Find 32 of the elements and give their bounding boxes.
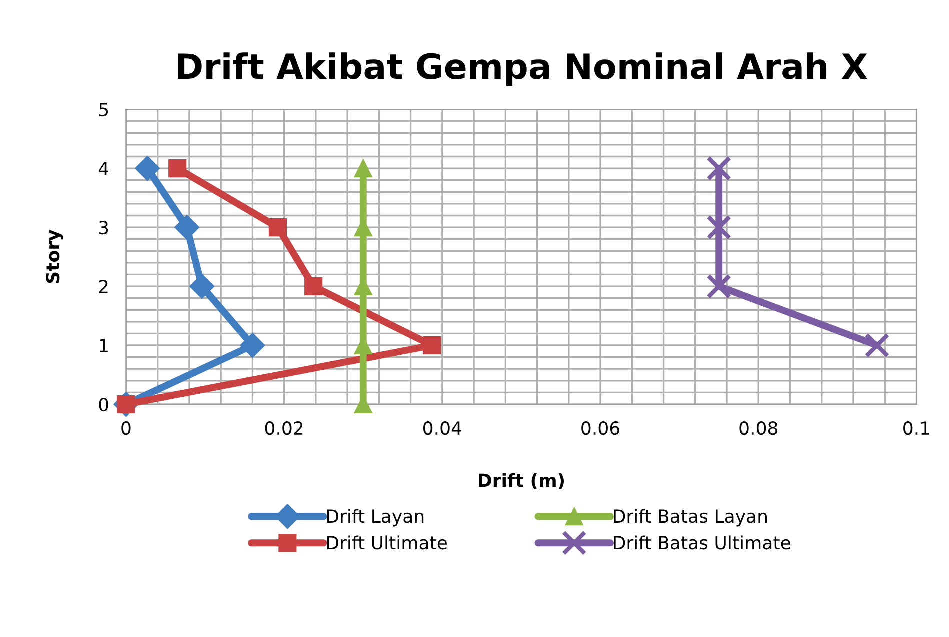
legend-label: Drift Batas Ultimate xyxy=(614,536,790,550)
x-tick-label: 0.04 xyxy=(424,421,462,436)
y-tick-label: 4 xyxy=(98,162,109,176)
point xyxy=(423,336,442,355)
point xyxy=(304,277,323,296)
chart-title: Drift Akibat Gempa Nominal Arah X xyxy=(178,52,868,86)
point xyxy=(174,215,200,240)
point xyxy=(706,156,732,182)
point xyxy=(240,333,266,358)
y-axis-title: Story xyxy=(46,230,64,284)
point xyxy=(268,218,288,237)
point xyxy=(864,333,890,358)
x-tick-label: 0.08 xyxy=(740,421,778,436)
x-tick-label: 0.02 xyxy=(265,421,303,436)
x-tick-label: 0.1 xyxy=(904,421,930,436)
legend-label: Drift Layan xyxy=(327,509,424,527)
point xyxy=(168,160,187,178)
legend-label: Drift Batas Layan xyxy=(614,509,767,527)
point xyxy=(190,274,215,299)
y-tick-label: 5 xyxy=(99,103,108,117)
x-tick-label: 0.06 xyxy=(582,421,620,436)
y-tick-label: 0 xyxy=(99,398,108,412)
point xyxy=(354,160,372,178)
x-tick-label: 0 xyxy=(122,421,131,436)
y-tick-label: 3 xyxy=(99,220,108,235)
x-axis-title: Drift (m) xyxy=(479,473,564,490)
point xyxy=(706,274,732,300)
y-tick-label: 2 xyxy=(99,280,108,294)
point xyxy=(135,156,160,182)
y-tick-label: 1 xyxy=(100,339,108,352)
legend-label: Drift Ultimate xyxy=(327,536,448,550)
point xyxy=(706,215,732,240)
